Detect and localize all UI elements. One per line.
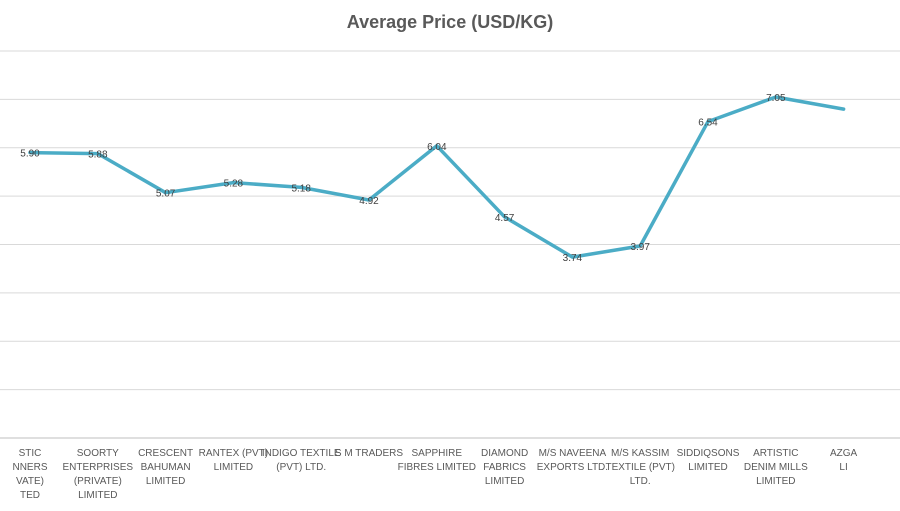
data-point [774,95,778,99]
data-point [231,181,235,185]
x-tick-label: S M TRADERS [335,448,403,459]
data-label: 6.54 [698,118,718,129]
data-point [28,151,32,155]
data-label: 4.57 [495,213,515,224]
x-tick-label: AZGA LI [830,448,858,473]
data-label: 3.74 [563,253,583,264]
data-point [638,244,642,248]
data-point [96,152,100,156]
data-label: 5.18 [291,183,311,194]
data-label: 3.97 [630,242,650,253]
data-label: 5.88 [88,150,108,161]
gridlines [0,50,900,439]
data-point [435,144,439,148]
data-point [570,255,574,259]
x-tick-label: M/S KASSIM TEXTILE (PVT) LTD. [605,448,674,487]
data-point [299,185,303,189]
data-point [503,215,507,219]
data-label: 7.05 [766,93,786,104]
x-tick-label: RANTEX (PVT) LIMITED [199,448,268,473]
data-label: 4.92 [359,196,379,207]
x-tick-label: STIC NNERS VATE) TED [12,448,47,501]
x-tick-label: CRESCENT BAHUMAN LIMITED [138,448,193,487]
series-layer [28,95,846,259]
data-label: 5.07 [156,189,176,200]
data-point [706,120,710,124]
x-tick-label: ARTISTIC DENIM MILLS LIMITED [744,448,808,487]
data-point [367,198,371,202]
x-tick-label: INDIGO TEXTILE (PVT) LTD. [262,448,341,473]
data-label: 5.28 [224,179,244,190]
data-label: 6.04 [427,142,447,153]
x-tick-label: M/S NAVEENA EXPORTS LTD. [537,448,608,473]
x-tick-label: SOORTY ENTERPRISES (PRIVATE) LIMITED [63,448,134,501]
data-point [842,107,846,111]
data-labels: 5.90 5.88 5.07 5.28 5.18 4.92 6.04 4.57 3.74 3.97… [20,93,786,264]
x-tick-label: SIDDIQSONS LIMITED [677,448,740,473]
x-axis-labels: STIC NNERS VATE) TED SOORTY ENTERPRISES (PRIVA… [12,448,857,501]
x-tick-label: DIAMOND FABRICS LIMITED [481,448,528,487]
chart-title: Average Price (USD/KG) [346,12,554,32]
x-tick-label: SAPPHIRE FIBRES LIMITED [398,448,476,473]
series-line [28,95,846,259]
data-point [164,191,168,195]
data-label: 5.90 [20,149,40,160]
